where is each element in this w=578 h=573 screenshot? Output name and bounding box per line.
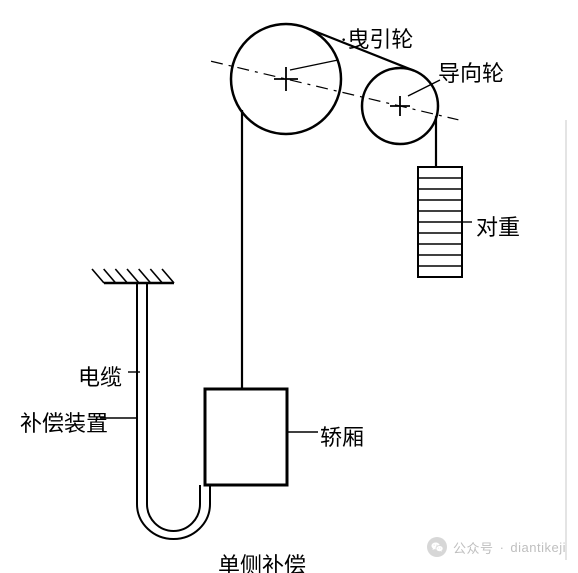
label-compensation: 补偿装置 <box>20 406 108 438</box>
wechat-watermark: 公众号 · diantikeji <box>427 537 566 557</box>
diagram-title: 单侧补偿 <box>218 548 306 573</box>
wechat-icon <box>427 537 447 557</box>
label-counterweight: 对重 <box>476 210 520 242</box>
diagram-canvas: { "diagram": { "type": "schematic", "str… <box>0 0 578 573</box>
watermark-prefix: 公众号 <box>453 538 494 557</box>
label-car: 轿厢 <box>320 420 364 452</box>
label-cable: 电缆 <box>78 360 122 392</box>
watermark-sep: · <box>500 540 505 555</box>
watermark-name: diantikeji <box>510 540 566 555</box>
label-guide-pulley: 导向轮 <box>438 56 504 88</box>
label-traction-sheave: ·曳引轮 <box>340 22 413 54</box>
